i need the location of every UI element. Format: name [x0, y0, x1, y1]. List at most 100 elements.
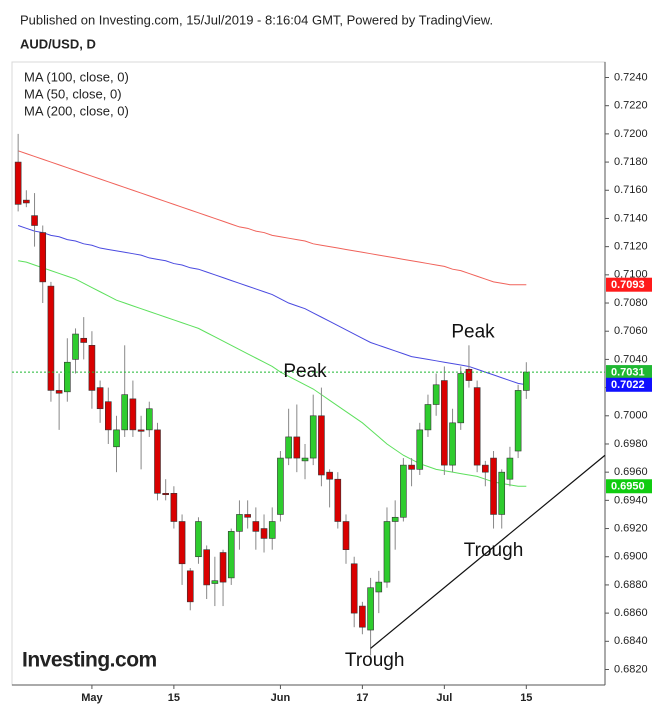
legend-entry: MA (50, close, 0): [24, 86, 122, 101]
candle-body: [211, 580, 219, 584]
candle-body: [14, 161, 22, 205]
logo: Investing.com: [22, 649, 157, 672]
y-tick-label: 0.7160: [614, 184, 648, 196]
candle-body: [432, 384, 440, 405]
y-tick-label: 0.6960: [614, 466, 648, 478]
ma-line: [18, 260, 527, 487]
y-tick-label: 0.7040: [614, 353, 648, 365]
x-tick-label: Jun: [271, 692, 291, 704]
candle-body: [498, 471, 506, 515]
candle-body: [121, 394, 128, 431]
y-tick-label: 0.6980: [614, 438, 648, 450]
candle-body: [350, 563, 358, 614]
y-tick-label: 0.7140: [614, 212, 648, 224]
candle-body: [195, 521, 202, 558]
candle-body: [449, 422, 456, 466]
candle-body: [277, 457, 284, 515]
y-tick-label: 0.6920: [614, 522, 648, 534]
candle-body: [227, 531, 235, 579]
candle-body: [88, 345, 96, 391]
y-tick-label: 0.6860: [614, 607, 648, 619]
candle-body: [523, 371, 530, 391]
candle-body: [383, 521, 391, 583]
annotation: Trough: [345, 650, 405, 671]
candle-body: [424, 404, 432, 431]
candle-body: [514, 390, 522, 452]
candle-body: [465, 368, 473, 381]
chart-title: AUD/USD, D: [20, 36, 96, 51]
y-tick-label: 0.7120: [614, 241, 648, 253]
y-tick-label: 0.7220: [614, 100, 648, 112]
ma-line: [17, 225, 527, 386]
x-tick-label: 17: [356, 692, 368, 704]
candle-body: [64, 361, 71, 393]
price-tag-label: 0.7093: [611, 279, 645, 291]
candle-body: [154, 429, 161, 494]
price-tag: [606, 365, 652, 380]
candle-body: [178, 521, 186, 565]
candle-body: [359, 605, 366, 628]
candle-body: [236, 514, 243, 532]
candle-body: [318, 415, 325, 476]
price-tag-label: 0.7031: [611, 366, 645, 378]
candle-body: [96, 387, 104, 410]
y-tick-label: 0.6840: [614, 635, 648, 647]
candle-body: [416, 429, 424, 470]
candle-body: [260, 528, 268, 539]
candle-body: [391, 516, 399, 522]
candle-body: [309, 415, 317, 459]
candle-body: [457, 373, 465, 424]
candle-body: [105, 401, 112, 431]
x-tick-label: Jul: [436, 692, 452, 704]
candle-body: [47, 285, 55, 391]
candle-body: [408, 464, 415, 470]
trendline: [370, 454, 606, 649]
candle-body: [293, 436, 301, 459]
candle-body: [203, 549, 210, 586]
candle-body: [301, 457, 309, 462]
price-tag: [606, 479, 652, 494]
y-tick-label: 0.7000: [614, 410, 648, 422]
x-tick-label: 15: [168, 692, 180, 704]
published-note: Published on Investing.com, 15/Jul/2019 …: [20, 12, 493, 27]
candle-body: [326, 471, 333, 480]
price-tag-label: 0.7022: [611, 379, 645, 391]
annotation: Peak: [451, 322, 495, 343]
candle-body: [490, 457, 497, 515]
candle-body: [31, 215, 38, 226]
price-tag: [606, 277, 652, 292]
legend-entry: MA (200, close, 0): [24, 103, 129, 118]
candle-body: [55, 390, 63, 394]
candle-body: [137, 429, 145, 432]
y-tick-label: 0.7180: [614, 156, 648, 168]
candle-body: [400, 464, 407, 518]
y-tick-label: 0.7200: [614, 128, 648, 140]
candle-body: [252, 521, 260, 532]
candle-body: [113, 429, 120, 448]
candle-body: [72, 333, 79, 360]
x-tick-label: 15: [520, 692, 532, 704]
candle-body: [170, 493, 178, 522]
y-tick-label: 0.6880: [614, 579, 648, 591]
candle-body: [39, 232, 47, 283]
candle-body: [244, 514, 251, 518]
legend-entry: MA (100, close, 0): [24, 69, 129, 84]
price-tag-label: 0.6950: [611, 481, 645, 493]
y-tick-label: 0.7060: [614, 325, 648, 337]
y-tick-label: 0.7080: [614, 297, 648, 309]
candle-body: [334, 478, 342, 522]
candle-body: [129, 398, 137, 431]
y-tick-label: 0.6900: [614, 551, 648, 563]
candle-body: [367, 587, 374, 631]
y-tick-label: 0.7240: [614, 71, 648, 83]
candle-body: [80, 337, 88, 343]
candle-body: [441, 380, 448, 466]
candle-body: [506, 457, 514, 480]
candle-body: [162, 493, 169, 496]
x-tick-label: May: [81, 692, 103, 704]
candle-body: [482, 464, 489, 473]
candle-body: [219, 552, 227, 583]
candle-body: [268, 521, 276, 539]
